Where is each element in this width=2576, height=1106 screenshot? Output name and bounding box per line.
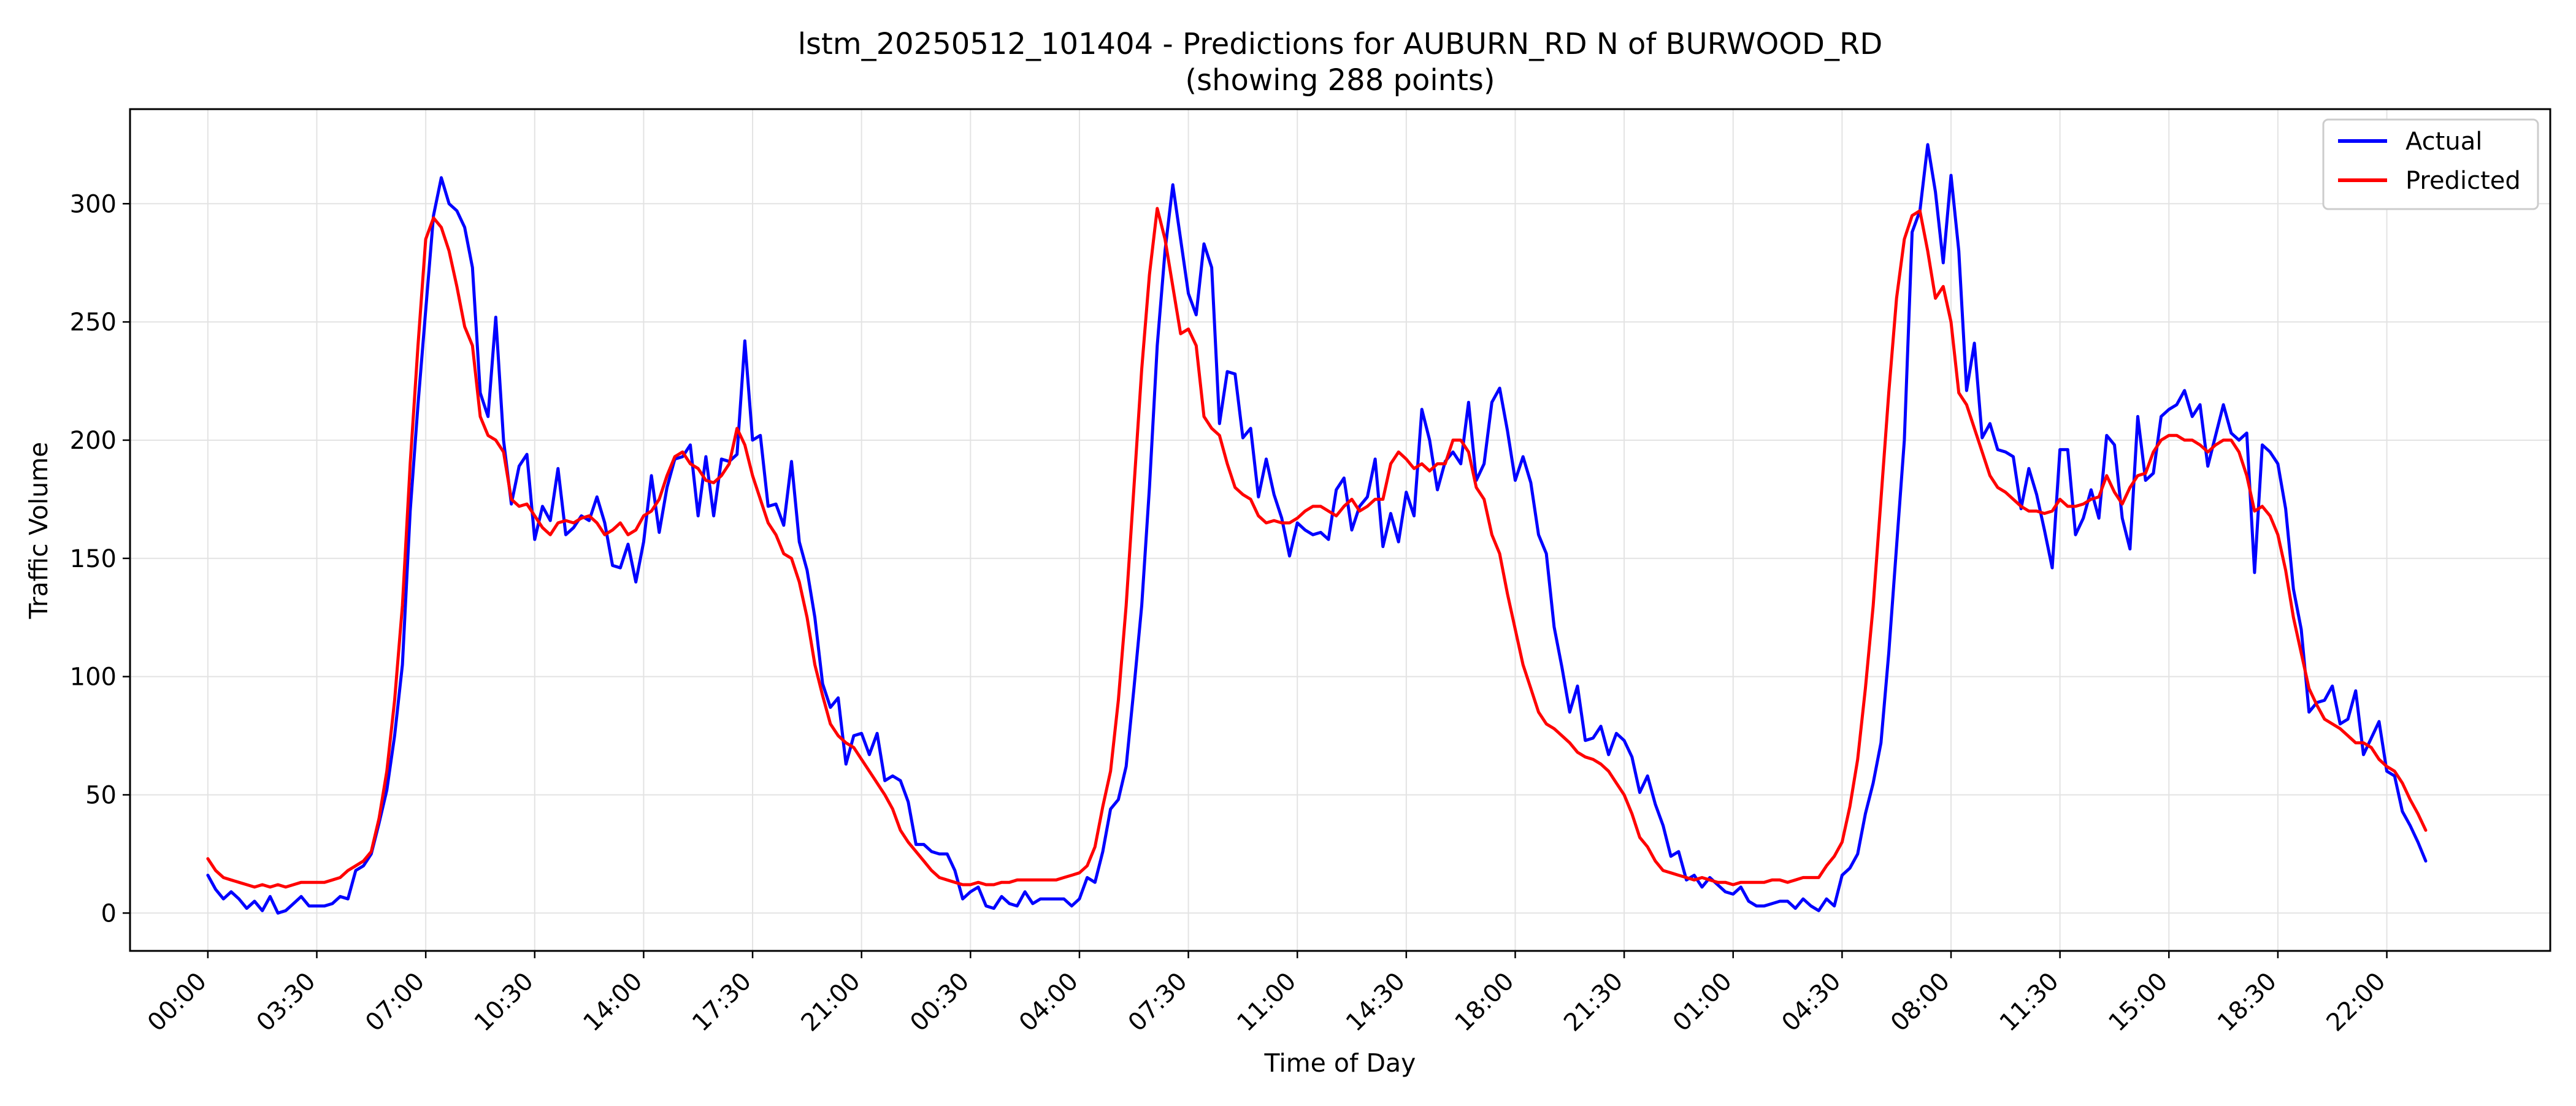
y-tick-label: 50 — [85, 781, 117, 809]
x-axis-label: Time of Day — [1264, 1048, 1416, 1078]
legend-label-actual: Actual — [2405, 128, 2482, 156]
legend: Actual Predicted — [2322, 118, 2539, 210]
y-tick-label: 150 — [70, 545, 117, 573]
y-tick-label: 0 — [101, 899, 117, 928]
chart-subtitle: (showing 288 points) — [1185, 63, 1495, 97]
y-axis-label: Traffic Volume — [24, 442, 53, 620]
y-tick-label: 100 — [70, 663, 117, 692]
legend-label-predicted: Predicted — [2405, 167, 2521, 195]
y-tick-label: 200 — [70, 427, 117, 455]
series-lines — [206, 143, 2428, 915]
chart-title: lstm_20250512_101404 - Predictions for A… — [798, 27, 1883, 61]
y-tick-label: 300 — [70, 190, 117, 218]
y-tick-label: 250 — [70, 308, 117, 337]
plot-frame — [129, 108, 2551, 952]
series-line-predicted — [206, 207, 2428, 889]
